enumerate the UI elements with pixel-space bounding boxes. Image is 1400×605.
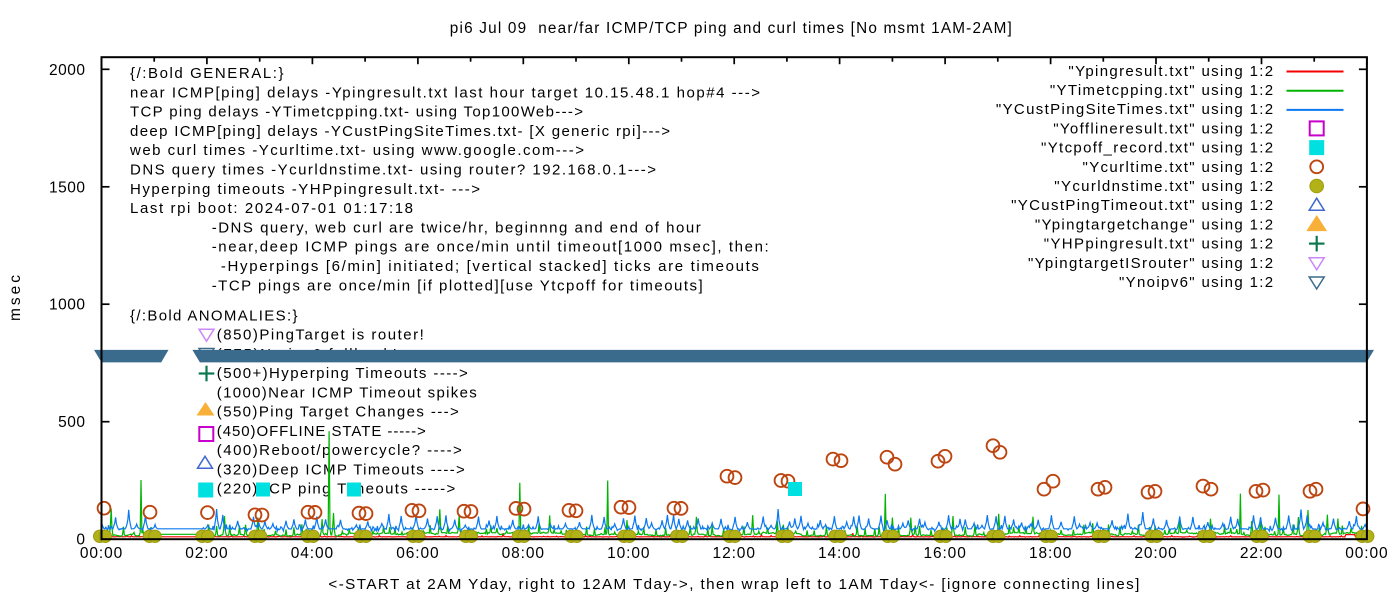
svg-text:web curl times -Ycurltime.txt-: web curl times -Ycurltime.txt- using www…	[129, 142, 584, 159]
svg-text:20:00: 20:00	[1134, 545, 1177, 562]
svg-text:"YHPpingresult.txt" using 1:2: "YHPpingresult.txt" using 1:2	[1044, 236, 1275, 253]
svg-text:(500+)Hyperping Timeouts ---->: (500+)Hyperping Timeouts ---->	[217, 365, 468, 382]
svg-text:msec: msec	[7, 275, 24, 321]
svg-text:18:00: 18:00	[1029, 545, 1072, 562]
svg-text:Last rpi boot: 2024-07-01 01:1: Last rpi boot: 2024-07-01 01:17:18	[130, 200, 413, 217]
svg-text:22:00: 22:00	[1240, 545, 1283, 562]
svg-text:pi6 Jul 09 near/far ICMP/TCP: pi6 Jul 09 near/far ICMP/TCP ping and cu…	[450, 20, 1012, 37]
svg-text:-TCP pings are once/min [if pl: -TCP pings are once/min [if plotted][use…	[212, 277, 703, 294]
svg-text:12:00: 12:00	[713, 545, 756, 562]
svg-text:"Ycurldnstime.txt" using 1:2: "Ycurldnstime.txt" using 1:2	[1054, 178, 1274, 195]
svg-text:06:00: 06:00	[396, 545, 439, 562]
svg-text:1500: 1500	[49, 179, 85, 196]
svg-text:16:00: 16:00	[923, 545, 966, 562]
svg-text:"Yofflineresult.txt" using 1:2: "Yofflineresult.txt" using 1:2	[1053, 120, 1274, 137]
svg-text:"Ypingresult.txt" using 1:2: "Ypingresult.txt" using 1:2	[1068, 63, 1274, 80]
svg-text:DNS query times -Ycurldnstime.: DNS query times -Ycurldnstime.txt- using…	[130, 162, 656, 179]
svg-text:(850)PingTarget is router!: (850)PingTarget is router!	[217, 327, 424, 344]
svg-text:-Hyperpings [6/min] initiated;: -Hyperpings [6/min] initiated; [vertical…	[221, 258, 759, 275]
svg-text:TCP ping delays -YTimetcpping.: TCP ping delays -YTimetcpping.txt- using…	[130, 104, 583, 121]
svg-text:02:00: 02:00	[185, 545, 228, 562]
svg-text:<-START at 2AM Yday, right to: <-START at 2AM Yday, right to 12AM Tday-…	[328, 576, 1139, 593]
svg-text:"Ypingtargetchange" using 1:2: "Ypingtargetchange" using 1:2	[1035, 216, 1275, 233]
svg-text:-near,deep ICMP pings are once: -near,deep ICMP pings are once/min until…	[212, 239, 769, 256]
svg-text:"YpingtargetISrouter" using 1:: "YpingtargetISrouter" using 1:2	[1028, 255, 1275, 272]
svg-text:"YCustPingTimeout.txt" using 1: "YCustPingTimeout.txt" using 1:2	[1011, 197, 1274, 214]
svg-text:(320)Deep ICMP Timeouts ---->: (320)Deep ICMP Timeouts ---->	[217, 461, 465, 478]
svg-text:"YTimetcpping.txt" using 1:2: "YTimetcpping.txt" using 1:2	[1050, 82, 1275, 99]
svg-text:08:00: 08:00	[502, 545, 545, 562]
svg-text:04:00: 04:00	[291, 545, 334, 562]
svg-text:deep ICMP[ping] delays -YCustP: deep ICMP[ping] delays -YCustPingSiteTim…	[130, 123, 670, 140]
svg-text:(400)Reboot/powercycle? ---->: (400)Reboot/powercycle? ---->	[217, 442, 462, 459]
svg-text:0: 0	[76, 532, 85, 549]
svg-text:"Ytcpoff_record.txt" using 1:2: "Ytcpoff_record.txt" using 1:2	[1041, 140, 1274, 157]
svg-text:00:00: 00:00	[1345, 545, 1388, 562]
svg-text:2000: 2000	[49, 62, 85, 79]
svg-text:(220)TCP ping Timeouts ----->: (220)TCP ping Timeouts ----->	[217, 481, 456, 498]
svg-text:Hyperping timeouts -YHPpingres: Hyperping timeouts -YHPpingresult.txt- -…	[130, 181, 480, 198]
svg-text:near ICMP[ping] delays -Ypingr: near ICMP[ping] delays -Ypingresult.txt …	[130, 84, 760, 101]
svg-text:{/:Bold GENERAL:}: {/:Bold GENERAL:}	[130, 65, 284, 82]
svg-text:"Ycurltime.txt" using 1:2: "Ycurltime.txt" using 1:2	[1083, 159, 1275, 176]
svg-text:1000: 1000	[49, 297, 85, 314]
svg-text:-DNS query, web curl are twice: -DNS query, web curl are twice/hr, begin…	[212, 219, 701, 236]
svg-text:14:00: 14:00	[818, 545, 861, 562]
svg-text:00:00: 00:00	[80, 545, 123, 562]
svg-text:"YCustPingSiteTimes.txt" using: "YCustPingSiteTimes.txt" using 1:2	[996, 101, 1275, 118]
svg-text:(450)OFFLINE STATE ----->: (450)OFFLINE STATE ----->	[217, 423, 426, 440]
svg-text:500: 500	[58, 414, 85, 431]
svg-text:"Ynoipv6" using 1:2: "Ynoipv6" using 1:2	[1119, 274, 1275, 291]
svg-text:10:00: 10:00	[607, 545, 650, 562]
svg-text:(1000)Near ICMP Timeout spikes: (1000)Near ICMP Timeout spikes	[217, 384, 477, 401]
svg-text:{/:Bold ANOMALIES:}: {/:Bold ANOMALIES:}	[130, 307, 298, 324]
svg-text:(550)Ping Target Changes --->: (550)Ping Target Changes --->	[217, 404, 459, 421]
